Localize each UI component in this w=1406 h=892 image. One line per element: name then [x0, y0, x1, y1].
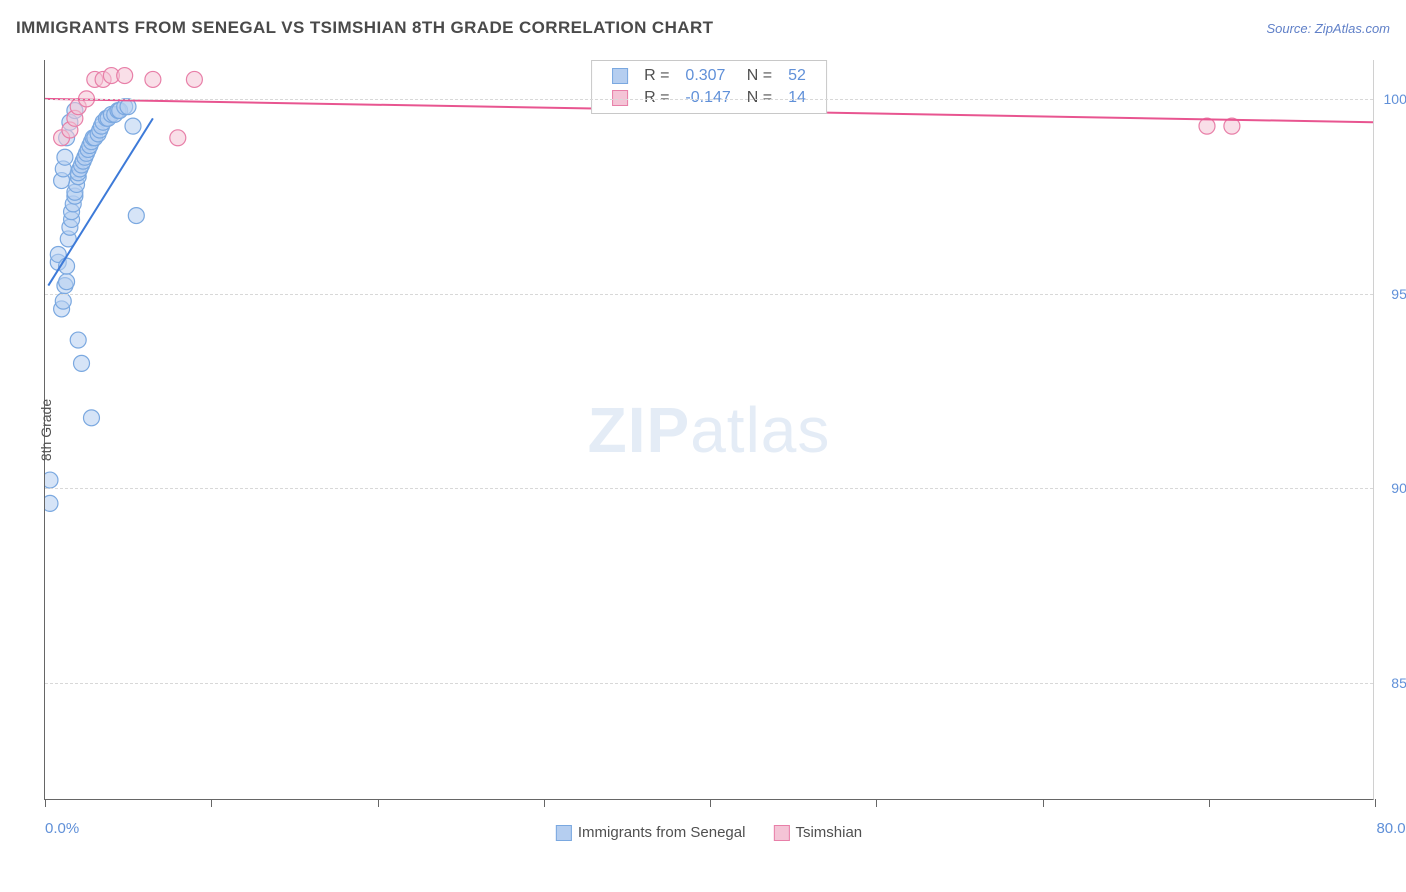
x-axis-min-label: 0.0%	[45, 820, 79, 837]
series-swatch-1	[612, 68, 628, 84]
chart-title: IMMIGRANTS FROM SENEGAL VS TSIMSHIAN 8TH…	[16, 18, 713, 38]
legend-item-1: Immigrants from Senegal	[556, 824, 746, 841]
y-tick-label: 90.0%	[1391, 480, 1406, 496]
plot-area: 8th Grade ZIPatlas R = 0.307 N = 52 R = …	[44, 60, 1374, 800]
chart-header: IMMIGRANTS FROM SENEGAL VS TSIMSHIAN 8TH…	[16, 18, 1390, 38]
legend-item-2: Tsimshian	[773, 824, 862, 841]
series-swatch-2	[612, 90, 628, 106]
stats-swatch-cell	[604, 65, 636, 87]
stats-n-label: N =	[739, 65, 780, 87]
stats-box: R = 0.307 N = 52 R = -0.147 N = 14	[591, 60, 827, 114]
chart-source: Source: ZipAtlas.com	[1266, 21, 1390, 36]
y-tick-label: 85.0%	[1391, 675, 1406, 691]
x-axis-max-label: 80.0%	[1376, 820, 1406, 837]
legend: Immigrants from Senegal Tsimshian	[556, 824, 862, 841]
legend-swatch-2	[773, 825, 789, 841]
legend-label-2: Tsimshian	[795, 824, 862, 841]
y-tick-label: 100.0%	[1384, 91, 1406, 107]
y-tick-label: 95.0%	[1391, 286, 1406, 302]
legend-label-1: Immigrants from Senegal	[578, 824, 746, 841]
stats-n-value: 52	[780, 65, 814, 87]
stats-r-label: R =	[636, 65, 677, 87]
legend-swatch-1	[556, 825, 572, 841]
stats-row-1: R = 0.307 N = 52	[604, 65, 814, 87]
stats-r-value: 0.307	[677, 65, 738, 87]
plot-svg	[45, 60, 1373, 799]
